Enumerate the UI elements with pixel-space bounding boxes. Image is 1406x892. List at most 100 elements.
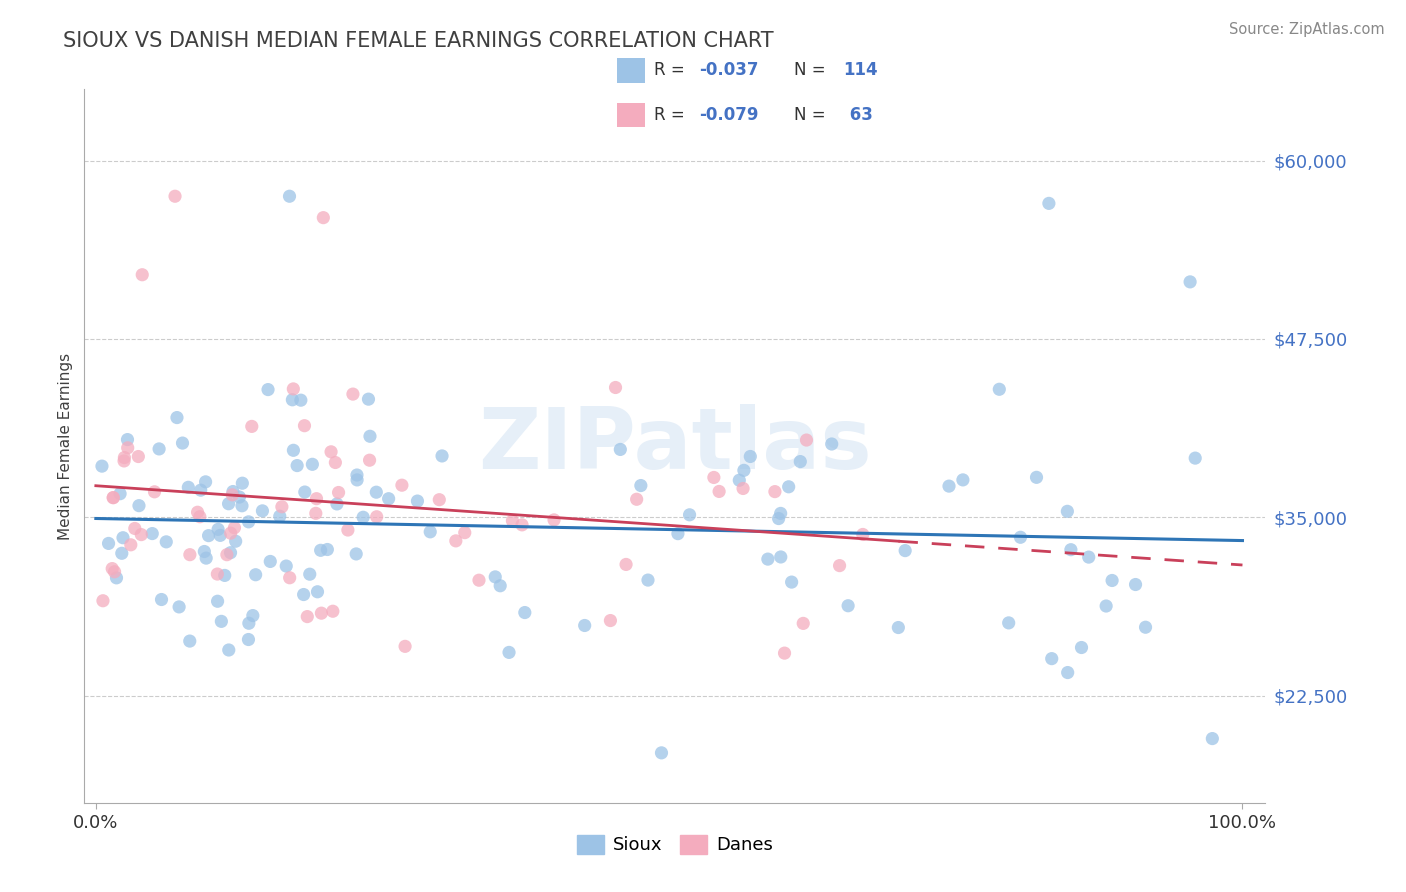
Point bbox=[309, 543, 332, 558]
Point bbox=[172, 436, 194, 450]
Point bbox=[319, 445, 342, 459]
Point bbox=[733, 463, 755, 477]
Point bbox=[430, 449, 453, 463]
Point bbox=[1077, 550, 1099, 565]
Point bbox=[215, 548, 238, 562]
Point bbox=[1201, 731, 1223, 746]
Point bbox=[728, 473, 751, 487]
Point bbox=[328, 485, 350, 500]
Point bbox=[245, 567, 267, 582]
Point bbox=[484, 570, 506, 584]
Point bbox=[626, 492, 648, 507]
Point bbox=[1025, 470, 1047, 484]
Point bbox=[91, 593, 114, 607]
Point bbox=[207, 594, 229, 608]
Point bbox=[120, 538, 142, 552]
Point bbox=[219, 546, 242, 560]
Point bbox=[231, 476, 253, 491]
Point bbox=[1135, 620, 1157, 634]
Point bbox=[269, 509, 291, 524]
Point bbox=[599, 614, 621, 628]
Point bbox=[128, 499, 150, 513]
Point bbox=[852, 527, 875, 541]
Point bbox=[763, 484, 786, 499]
Point bbox=[103, 491, 125, 505]
Point bbox=[894, 543, 917, 558]
Point bbox=[359, 429, 381, 443]
Point bbox=[731, 482, 754, 496]
Point bbox=[614, 558, 637, 572]
Point bbox=[740, 450, 762, 464]
Point bbox=[101, 491, 124, 505]
Point bbox=[297, 609, 319, 624]
Point bbox=[357, 392, 380, 406]
Point bbox=[444, 533, 467, 548]
Legend: Sioux, Danes: Sioux, Danes bbox=[569, 828, 780, 862]
Point bbox=[1184, 451, 1206, 466]
Point bbox=[117, 441, 139, 455]
Point bbox=[231, 499, 253, 513]
Point bbox=[238, 515, 260, 529]
Point bbox=[214, 568, 236, 582]
Point bbox=[238, 632, 260, 647]
Point bbox=[394, 640, 416, 654]
Point bbox=[887, 621, 910, 635]
Point bbox=[756, 552, 779, 566]
Point bbox=[298, 567, 321, 582]
Point bbox=[510, 517, 533, 532]
Point bbox=[630, 478, 652, 492]
Text: 63: 63 bbox=[844, 106, 873, 124]
Point bbox=[574, 618, 596, 632]
Point bbox=[316, 542, 339, 557]
Bar bbox=[617, 103, 645, 128]
Text: N =: N = bbox=[794, 62, 825, 79]
Point bbox=[609, 442, 631, 457]
Point bbox=[513, 606, 536, 620]
Text: N =: N = bbox=[794, 106, 825, 124]
Point bbox=[489, 579, 512, 593]
Point bbox=[108, 486, 131, 500]
Point bbox=[285, 458, 308, 473]
Point bbox=[131, 268, 153, 282]
Point bbox=[312, 211, 335, 225]
Point bbox=[768, 511, 790, 525]
Point bbox=[707, 484, 730, 499]
Point bbox=[605, 380, 627, 394]
Point bbox=[193, 544, 215, 558]
Point bbox=[278, 189, 301, 203]
Point bbox=[796, 433, 818, 447]
Text: 114: 114 bbox=[844, 62, 879, 79]
Point bbox=[1060, 542, 1083, 557]
Point bbox=[163, 189, 186, 203]
Point bbox=[1040, 651, 1063, 665]
Point bbox=[209, 528, 232, 542]
Point bbox=[322, 604, 344, 618]
Point bbox=[194, 475, 217, 489]
Point bbox=[769, 549, 792, 564]
Point bbox=[179, 548, 201, 562]
Point bbox=[270, 500, 292, 514]
Point bbox=[218, 497, 240, 511]
Point bbox=[218, 643, 240, 657]
Point bbox=[406, 494, 429, 508]
Point bbox=[101, 561, 124, 575]
Point bbox=[188, 509, 211, 524]
Point bbox=[311, 606, 333, 620]
Point bbox=[666, 526, 689, 541]
Point bbox=[1101, 574, 1123, 588]
Point bbox=[1056, 665, 1078, 680]
Point bbox=[112, 450, 135, 465]
Point bbox=[294, 485, 316, 500]
Point bbox=[278, 571, 301, 585]
Point bbox=[336, 523, 359, 537]
Point bbox=[276, 559, 298, 574]
Point bbox=[105, 571, 128, 585]
Point bbox=[391, 478, 413, 492]
Point bbox=[703, 470, 725, 484]
Point bbox=[187, 505, 209, 519]
Point bbox=[209, 615, 232, 629]
Point bbox=[938, 479, 960, 493]
Point bbox=[124, 521, 146, 535]
Point bbox=[219, 526, 242, 541]
Point bbox=[111, 546, 134, 560]
